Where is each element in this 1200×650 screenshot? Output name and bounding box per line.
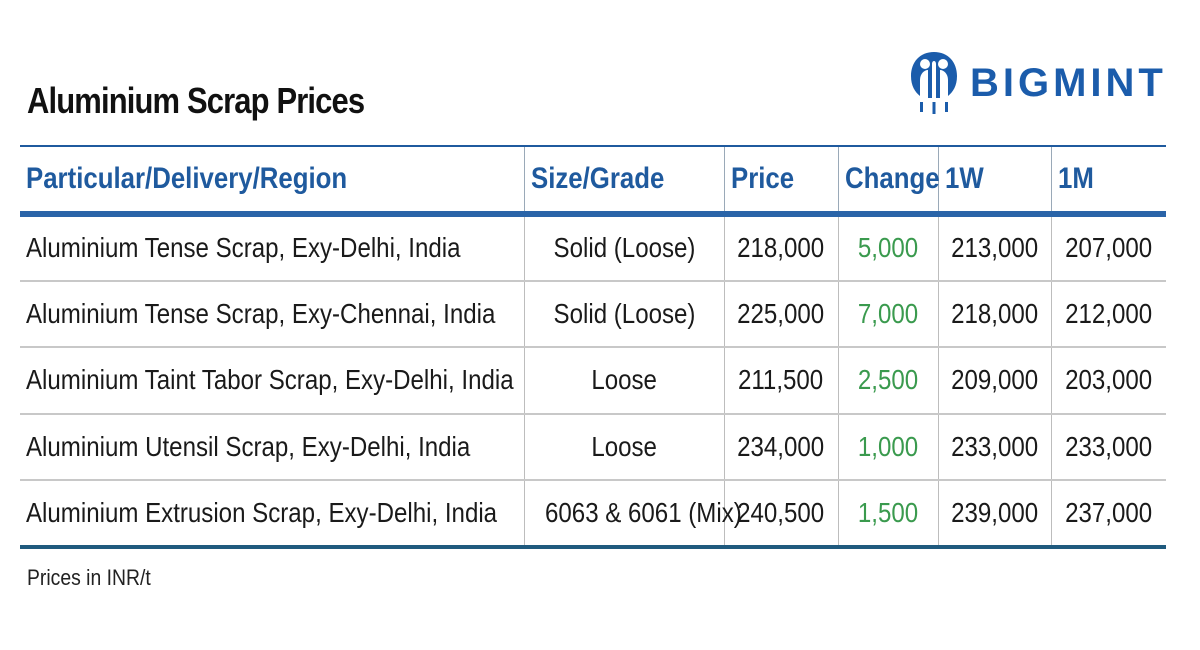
cell-size-grade: Loose xyxy=(523,413,724,481)
cell-price: 225,000 xyxy=(723,280,838,348)
header-1m: 1M xyxy=(1050,145,1166,217)
cell-1w: 239,000 xyxy=(937,480,1051,549)
cell-change: 1,000 xyxy=(837,413,938,481)
table-row: Aluminium Taint Tabor Scrap, Exy-Delhi, … xyxy=(20,347,1166,415)
cell-particular: Aluminium Utensil Scrap, Exy-Delhi, Indi… xyxy=(20,413,524,481)
brand-name: BIGMINT xyxy=(970,60,1167,105)
cell-1w: 209,000 xyxy=(937,347,1051,415)
cell-1m: 203,000 xyxy=(1050,347,1166,415)
cell-size-grade: Solid (Loose) xyxy=(523,280,724,348)
cell-1m: 237,000 xyxy=(1050,480,1166,549)
cell-particular: Aluminium Extrusion Scrap, Exy-Delhi, In… xyxy=(20,480,524,549)
cell-1m: 212,000 xyxy=(1050,280,1166,348)
cell-1m: 207,000 xyxy=(1050,214,1166,282)
cell-1m: 233,000 xyxy=(1050,413,1166,481)
header-price: Price xyxy=(723,145,838,217)
table-header-row: Particular/Delivery/Region Size/Grade Pr… xyxy=(20,145,1166,217)
cell-size-grade: Solid (Loose) xyxy=(523,214,724,282)
cell-1w: 218,000 xyxy=(937,280,1051,348)
cell-1w: 233,000 xyxy=(937,413,1051,481)
bigmint-logo-icon xyxy=(911,52,957,114)
cell-change: 7,000 xyxy=(837,280,938,348)
cell-price: 211,500 xyxy=(723,347,838,415)
cell-price: 240,500 xyxy=(723,480,838,549)
cell-price: 234,000 xyxy=(723,413,838,481)
cell-change: 5,000 xyxy=(837,214,938,282)
cell-change: 2,500 xyxy=(837,347,938,415)
table-row: Aluminium Extrusion Scrap, Exy-Delhi, In… xyxy=(20,480,1166,549)
table-row: Aluminium Utensil Scrap, Exy-Delhi, Indi… xyxy=(20,413,1166,481)
cell-price: 218,000 xyxy=(723,214,838,282)
header-particular: Particular/Delivery/Region xyxy=(20,145,524,217)
cell-change: 1,500 xyxy=(837,480,938,549)
cell-1w: 213,000 xyxy=(937,214,1051,282)
cell-particular: Aluminium Taint Tabor Scrap, Exy-Delhi, … xyxy=(20,347,524,415)
cell-particular: Aluminium Tense Scrap, Exy-Delhi, India xyxy=(20,214,524,282)
brand-logo: BIGMINT xyxy=(908,50,1167,116)
header-change: Change xyxy=(837,145,939,217)
header-size-grade: Size/Grade xyxy=(523,145,724,217)
table-row: Aluminium Tense Scrap, Exy-Chennai, Indi… xyxy=(20,280,1166,348)
cell-particular: Aluminium Tense Scrap, Exy-Chennai, Indi… xyxy=(20,280,524,348)
cell-size-grade: 6063 & 6061 (Mix) xyxy=(523,480,741,549)
units-footnote: Prices in INR/t xyxy=(27,565,151,590)
cell-size-grade: Loose xyxy=(523,347,724,415)
header-1w: 1W xyxy=(937,145,1051,217)
table-row: Aluminium Tense Scrap, Exy-Delhi, India … xyxy=(20,214,1166,282)
page-title: Aluminium Scrap Prices xyxy=(27,80,365,121)
prices-table: Particular/Delivery/Region Size/Grade Pr… xyxy=(20,145,1166,549)
